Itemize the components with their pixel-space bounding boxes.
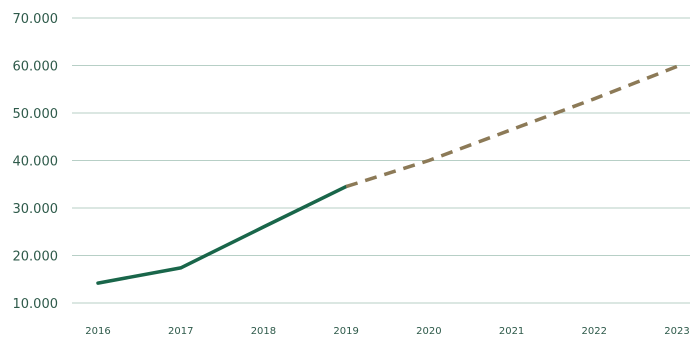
x-tick-label: 2018 bbox=[251, 326, 276, 337]
projected-series-line bbox=[346, 67, 677, 187]
y-tick-label: 10.000 bbox=[13, 297, 59, 312]
y-tick-label: 30.000 bbox=[13, 202, 59, 217]
grid-layer bbox=[72, 18, 690, 303]
y-tick-label: 70.000 bbox=[13, 12, 59, 27]
actual-series-line bbox=[98, 187, 346, 284]
y-tick-label: 50.000 bbox=[13, 107, 59, 122]
x-tick-label: 2016 bbox=[85, 326, 110, 337]
x-axis-ticks: 2016 2017 2018 2019 2020 2021 2022 2023 bbox=[85, 326, 689, 337]
y-tick-label: 40.000 bbox=[13, 155, 59, 170]
x-tick-label: 2020 bbox=[416, 326, 441, 337]
y-tick-label: 20.000 bbox=[13, 250, 59, 265]
x-tick-label: 2017 bbox=[168, 326, 193, 337]
x-tick-label: 2021 bbox=[499, 326, 524, 337]
series-layer bbox=[98, 66, 677, 283]
y-axis-ticks: 10.000 20.000 30.000 40.000 50.000 60.000 70.0… bbox=[13, 12, 59, 312]
x-tick-label: 2019 bbox=[333, 326, 358, 337]
y-tick-label: 60.000 bbox=[13, 60, 59, 75]
x-tick-label: 2023 bbox=[664, 326, 689, 337]
x-tick-label: 2022 bbox=[582, 326, 607, 337]
